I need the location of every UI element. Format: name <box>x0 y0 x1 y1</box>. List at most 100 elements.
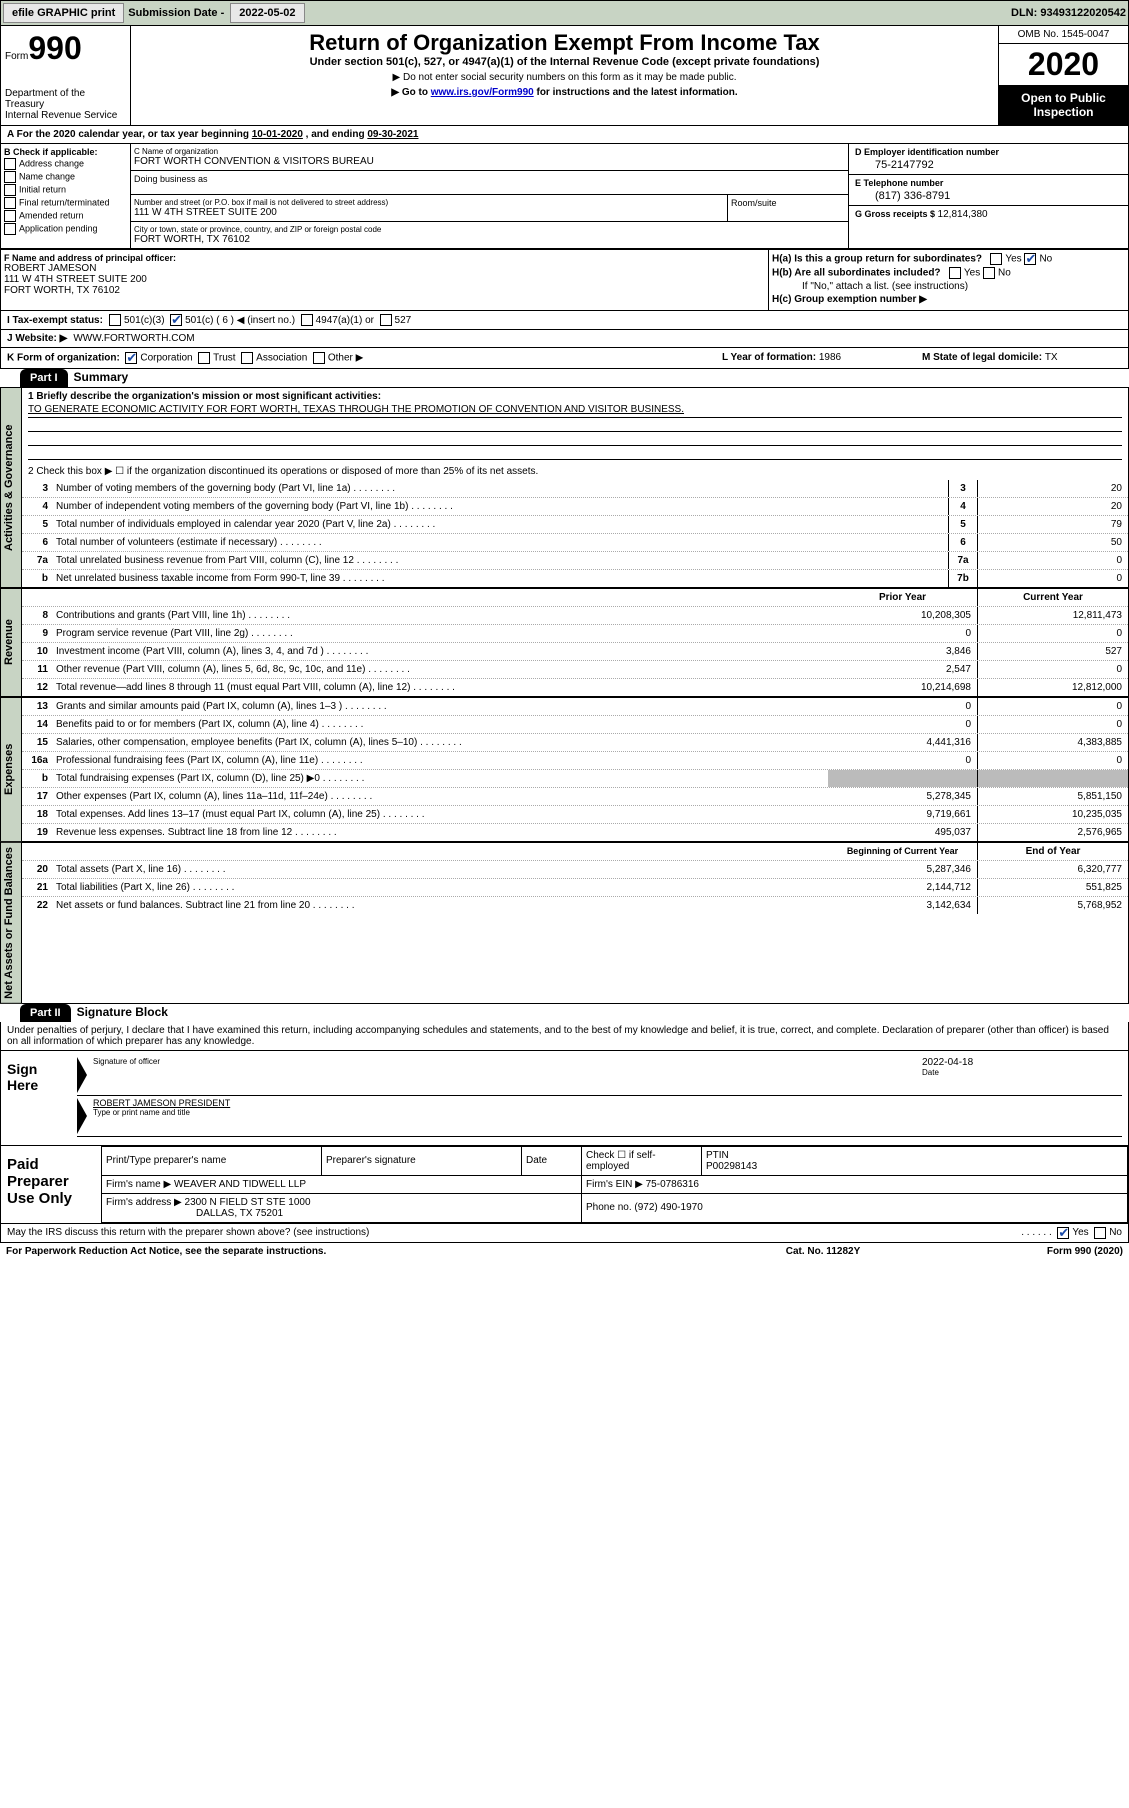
form-note-ssn: ▶ Do not enter social security numbers o… <box>135 72 994 83</box>
form-header: Form990 Department of the Treasury Inter… <box>0 26 1129 126</box>
expense-row: 14Benefits paid to or for members (Part … <box>22 716 1128 734</box>
name-arrow-icon <box>77 1098 87 1134</box>
vtab-net-assets: Net Assets or Fund Balances <box>0 842 22 1004</box>
netassets-row: 21Total liabilities (Part X, line 26)2,1… <box>22 879 1128 897</box>
revenue-row: 8Contributions and grants (Part VIII, li… <box>22 607 1128 625</box>
irs-link[interactable]: www.irs.gov/Form990 <box>431 87 534 98</box>
checkbox-501c3[interactable] <box>109 314 121 326</box>
public-inspection-badge: Open to Public Inspection <box>999 85 1128 125</box>
block-h-group: H(a) Is this a group return for subordin… <box>768 250 1128 310</box>
block-c-org-name: C Name of organization FORT WORTH CONVEN… <box>131 144 848 171</box>
checkbox-hb-no[interactable] <box>983 267 995 279</box>
block-room-suite: Room/suite <box>728 195 848 221</box>
revenue-row: 11Other revenue (Part VIII, column (A), … <box>22 661 1128 679</box>
checkbox-discuss-no[interactable] <box>1094 1227 1106 1239</box>
checkbox-hb-yes[interactable] <box>949 267 961 279</box>
netassets-row: 20Total assets (Part X, line 16)5,287,34… <box>22 861 1128 879</box>
checkbox-discuss-yes[interactable] <box>1057 1227 1069 1239</box>
revenue-row: 9Program service revenue (Part VIII, lin… <box>22 625 1128 643</box>
checkbox-amended-return[interactable] <box>4 210 16 222</box>
block-d-ein: D Employer identification number 75-2147… <box>849 144 1128 174</box>
checkbox-corporation[interactable] <box>125 352 137 364</box>
form-note-link: ▶ Go to www.irs.gov/Form990 for instruct… <box>135 87 994 98</box>
checkbox-application-pending[interactable] <box>4 223 16 235</box>
signature-arrow-icon <box>77 1057 87 1093</box>
netassets-header-row: Beginning of Current Year End of Year <box>22 843 1128 861</box>
sign-here-label: Sign Here <box>1 1051 71 1145</box>
part2-header: Part II <box>20 1004 71 1022</box>
catalog-number: Cat. No. 11282Y <box>723 1246 923 1257</box>
part1-title: Summary <box>74 370 129 384</box>
top-bar: efile GRAPHIC print Submission Date - 20… <box>0 0 1129 26</box>
expense-row: bTotal fundraising expenses (Part IX, co… <box>22 770 1128 788</box>
submission-date-button[interactable]: 2022-05-02 <box>230 3 304 23</box>
vtab-governance: Activities & Governance <box>0 387 22 588</box>
block-g-gross: G Gross receipts $ 12,814,380 <box>849 205 1128 223</box>
checkbox-other[interactable] <box>313 352 325 364</box>
netassets-row: 22Net assets or fund balances. Subtract … <box>22 897 1128 914</box>
checkbox-ha-yes[interactable] <box>990 253 1002 265</box>
gov-row: 4Number of independent voting members of… <box>22 498 1128 516</box>
paid-preparer-label: Paid Preparer Use Only <box>1 1146 101 1223</box>
tax-year: 2020 <box>999 44 1128 85</box>
form-label: Form <box>5 51 28 62</box>
checkbox-ha-no[interactable] <box>1024 253 1036 265</box>
checkbox-trust[interactable] <box>198 352 210 364</box>
block-dba: Doing business as <box>131 171 848 195</box>
checkbox-association[interactable] <box>241 352 253 364</box>
gov-row: 6Total number of volunteers (estimate if… <box>22 534 1128 552</box>
checkbox-initial-return[interactable] <box>4 184 16 196</box>
line-k-form-org: K Form of organization: Corporation Trus… <box>7 352 722 364</box>
expense-row: 16aProfessional fundraising fees (Part I… <box>22 752 1128 770</box>
line-j-label: J Website: ▶ <box>7 333 67 344</box>
signature-declaration: Under penalties of perjury, I declare th… <box>0 1022 1129 1051</box>
form-footer-label: Form 990 (2020) <box>923 1246 1123 1257</box>
form-number: 990 <box>28 30 81 66</box>
preparer-table: Print/Type preparer's name Preparer's si… <box>101 1146 1128 1223</box>
form-subtitle: Under section 501(c), 527, or 4947(a)(1)… <box>135 56 994 68</box>
vtab-revenue: Revenue <box>0 588 22 697</box>
part1-header: Part I <box>20 369 68 387</box>
dln: DLN: 93493122020542 <box>1011 7 1126 19</box>
efile-button[interactable]: efile GRAPHIC print <box>3 3 124 23</box>
expense-row: 19Revenue less expenses. Subtract line 1… <box>22 824 1128 841</box>
checkbox-527[interactable] <box>380 314 392 326</box>
checkbox-501c[interactable] <box>170 314 182 326</box>
gov-row: 3Number of voting members of the governi… <box>22 480 1128 498</box>
revenue-row: 12Total revenue—add lines 8 through 11 (… <box>22 679 1128 696</box>
mission-block: 1 Briefly describe the organization's mi… <box>22 388 1128 480</box>
expense-row: 18Total expenses. Add lines 13–17 (must … <box>22 806 1128 824</box>
checkbox-address-change[interactable] <box>4 158 16 170</box>
omb-number: OMB No. 1545-0047 <box>999 26 1128 44</box>
block-e-phone: E Telephone number (817) 336-8791 <box>849 174 1128 205</box>
website-value: WWW.FORTWORTH.COM <box>73 333 194 344</box>
signature-officer-label: Signature of officer <box>93 1057 922 1066</box>
block-b-check-applicable: B Check if applicable: Address change Na… <box>1 144 131 248</box>
line-a-tax-year: A For the 2020 calendar year, or tax yea… <box>0 126 1129 144</box>
line-l-year: L Year of formation: 1986 <box>722 352 922 364</box>
checkbox-name-change[interactable] <box>4 171 16 183</box>
officer-name: ROBERT JAMESON PRESIDENT <box>93 1098 1122 1108</box>
revenue-header-row: Prior Year Current Year <box>22 589 1128 607</box>
block-street-address: Number and street (or P.O. box if mail i… <box>131 195 728 221</box>
checkbox-final-return[interactable] <box>4 197 16 209</box>
expense-row: 17Other expenses (Part IX, column (A), l… <box>22 788 1128 806</box>
dept-treasury: Department of the Treasury Internal Reve… <box>5 88 126 121</box>
gov-row: 7aTotal unrelated business revenue from … <box>22 552 1128 570</box>
expense-row: 15Salaries, other compensation, employee… <box>22 734 1128 752</box>
line-i-label: I Tax-exempt status: <box>7 315 103 326</box>
block-city: City or town, state or province, country… <box>131 221 848 248</box>
part2-title: Signature Block <box>77 1005 168 1019</box>
revenue-row: 10Investment income (Part VIII, column (… <box>22 643 1128 661</box>
signature-date: 2022-04-18 <box>922 1057 1122 1068</box>
submission-date-label: Submission Date - <box>128 7 224 19</box>
irs-discuss-row: May the IRS discuss this return with the… <box>0 1224 1129 1243</box>
form-title: Return of Organization Exempt From Incom… <box>135 30 994 56</box>
expense-row: 13Grants and similar amounts paid (Part … <box>22 698 1128 716</box>
checkbox-4947[interactable] <box>301 314 313 326</box>
block-f-officer: F Name and address of principal officer:… <box>1 250 768 310</box>
line-m-state: M State of legal domicile: TX <box>922 352 1122 364</box>
paperwork-notice: For Paperwork Reduction Act Notice, see … <box>6 1246 723 1257</box>
gov-row: 5Total number of individuals employed in… <box>22 516 1128 534</box>
gov-row: bNet unrelated business taxable income f… <box>22 570 1128 587</box>
